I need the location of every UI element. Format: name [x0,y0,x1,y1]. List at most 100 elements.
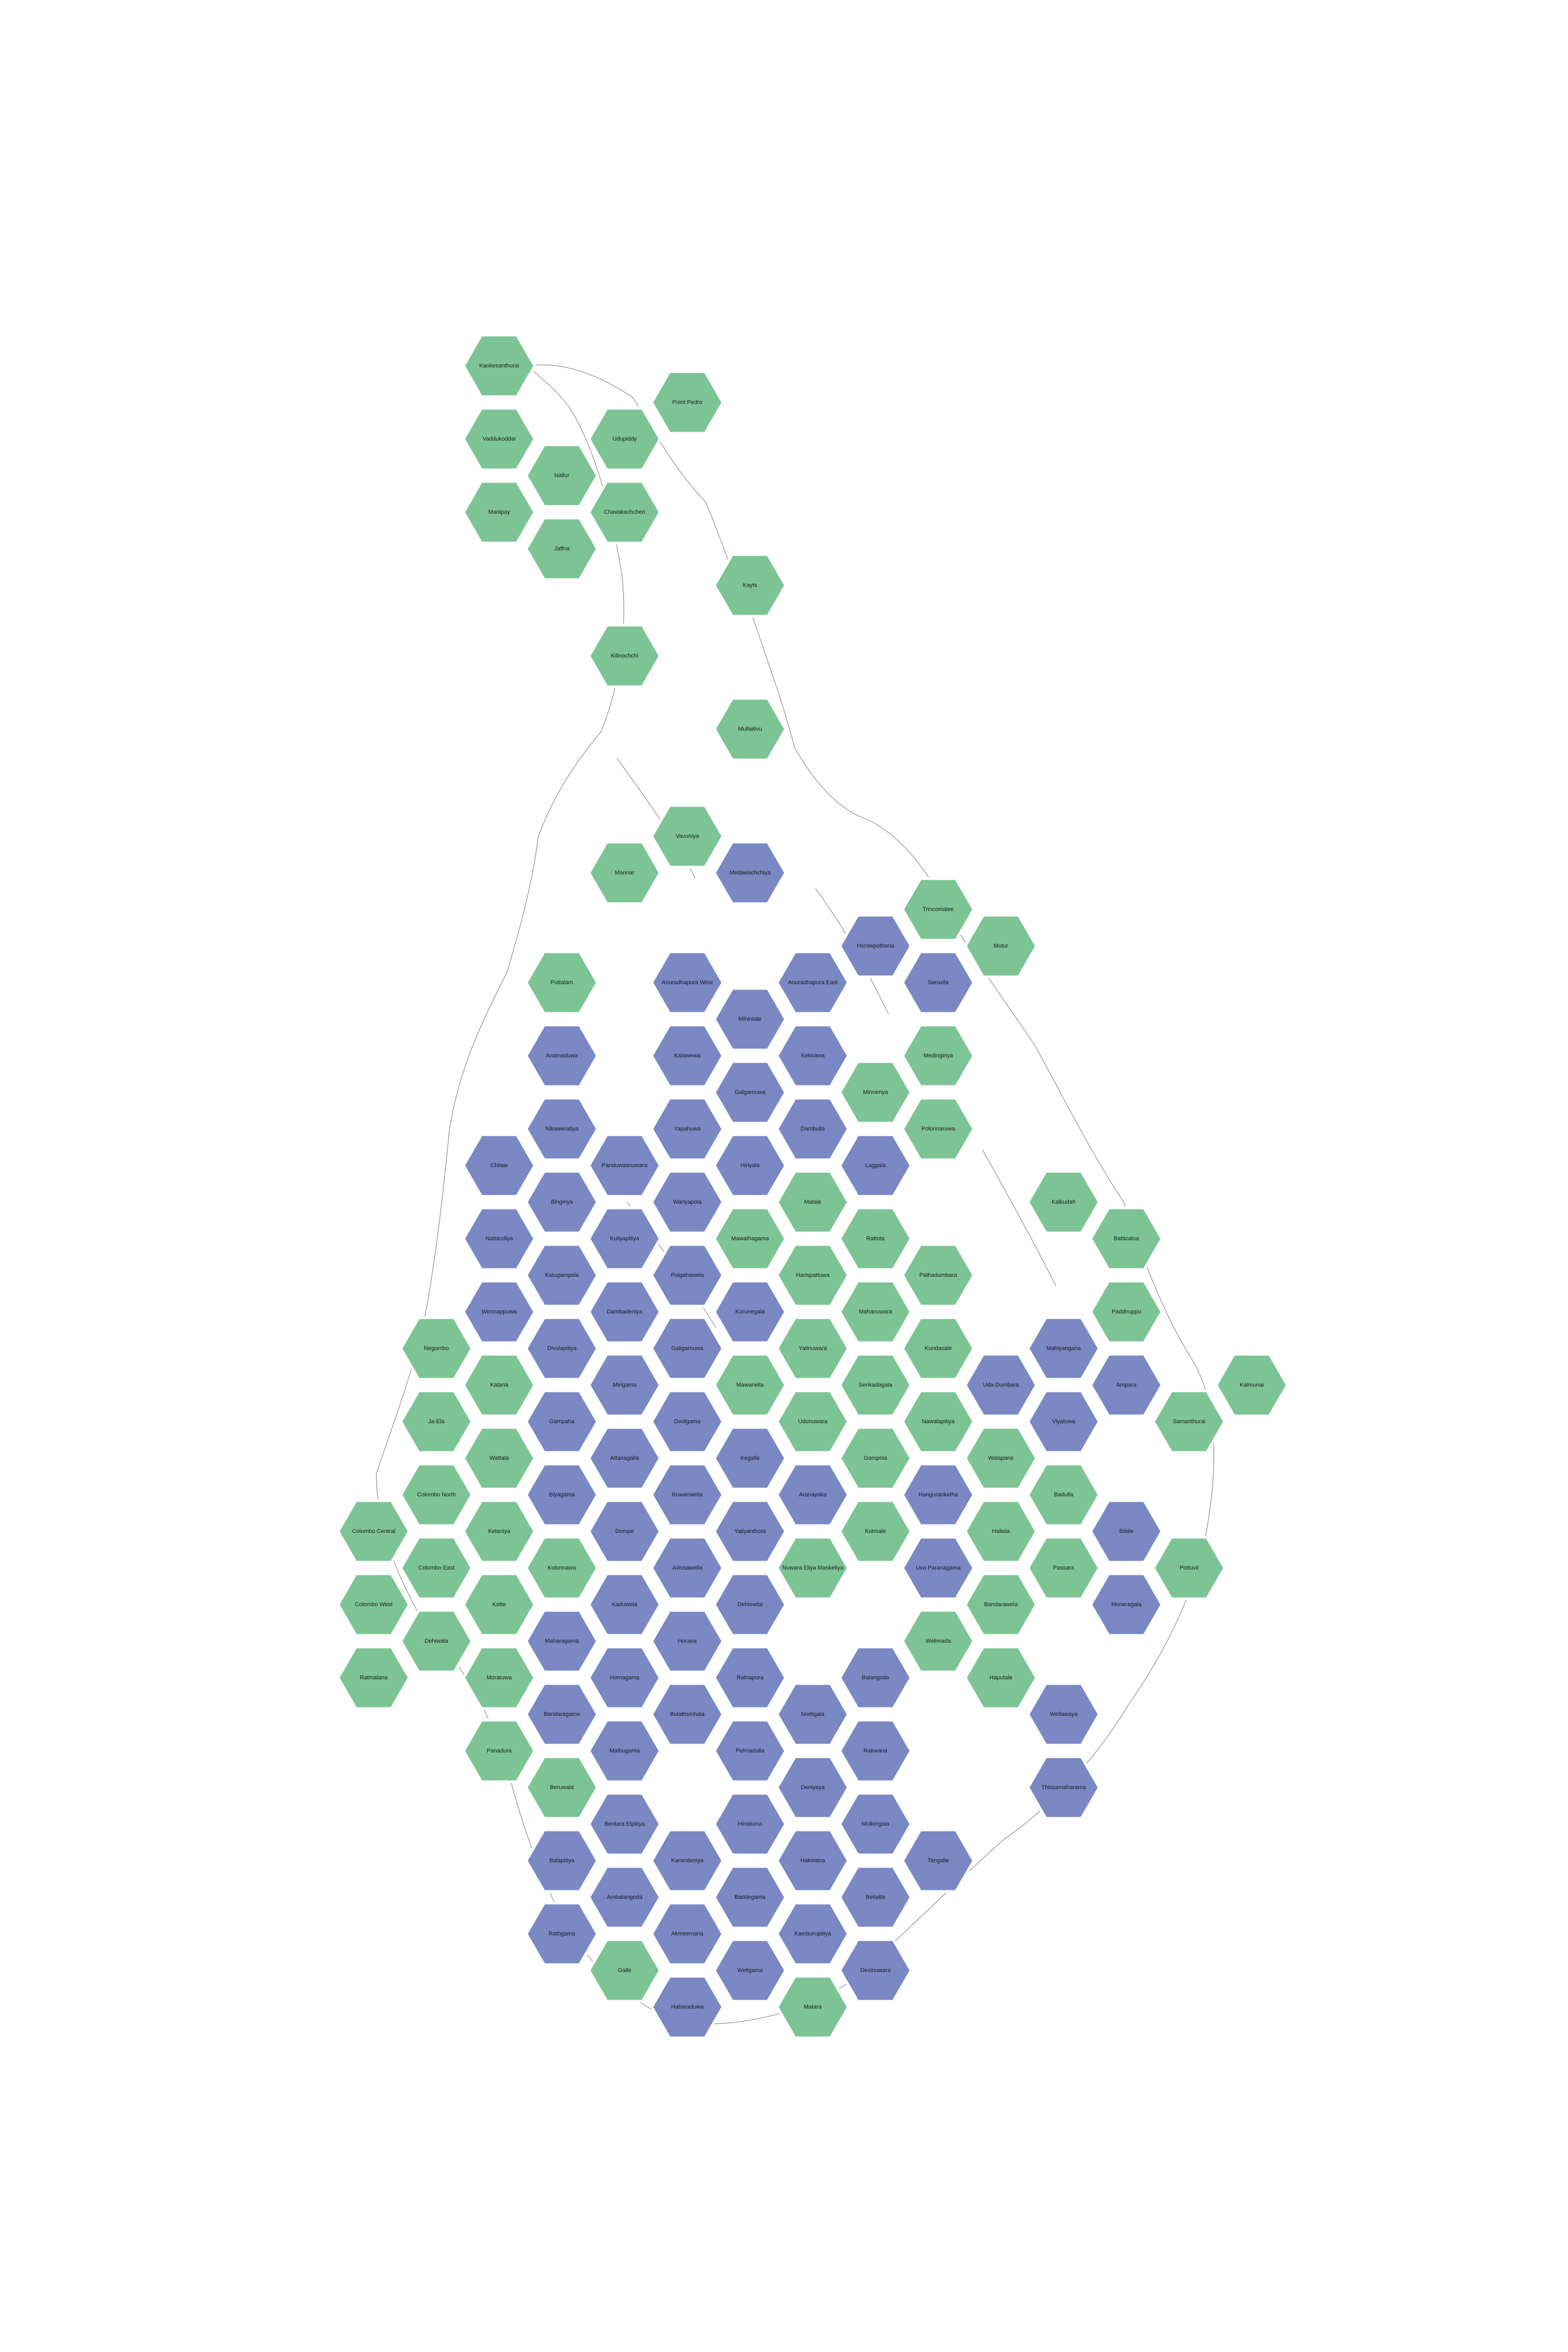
electorate-label: Polgahawela [671,1272,705,1278]
electorate-wariyapola: Wariyapola [650,1170,724,1235]
electorate-nallur: Nallur [525,443,599,508]
electorate-dompe: Dompe [587,1499,662,1564]
electorate-hex [587,840,662,905]
electorate-mulkirigala: Mulkirigala [838,1792,913,1857]
electorate-wennappuwa: Wennappuwa [462,1279,536,1344]
electorate-label: Mawanella [736,1382,764,1388]
electorate-label: Haputale [989,1675,1012,1681]
electorate-label: Medirigiriya [924,1053,953,1059]
electorate-hex [901,1828,975,1893]
electorate-mutur: Mutur [964,914,1038,978]
electorate-laggala: Laggala [838,1133,913,1198]
electorate-avissawella: Avissawella [650,1536,724,1600]
electorate-colombo-east: Colombo East [399,1536,474,1600]
electorate-hex [1027,1682,1101,1747]
electorate-kalawewa: Kalawewa [650,1023,724,1088]
electorate-wellawaya: Wellawaya [1027,1682,1101,1747]
electorate-label: Kaduwela [612,1601,638,1608]
electorate-kaduwela: Kaduwela [587,1572,662,1637]
electorate-label: Udunuwara [798,1419,828,1425]
electorate-haliela: Haliela [964,1499,1038,1564]
electorate-label: Samanthurai [1173,1419,1205,1425]
electorate-mawanella: Mawanella [713,1353,787,1417]
electorate-label: Colombo East [418,1565,454,1571]
electorate-ambalangoda: Ambalangoda [587,1865,662,1930]
electorate-kayts: Kayts [713,553,787,618]
electorate-label: Katana [490,1382,509,1388]
electorate-label: Galigamuwa [671,1345,704,1352]
electorate-hex [1152,1389,1226,1454]
electorate-label: Galle [618,1967,631,1974]
electorate-label: Kolonnawa [548,1565,577,1571]
electorate-label: Tangalle [928,1858,949,1864]
electorate-matara: Matara [776,1975,850,2039]
electorate-label: Uva Paranagama [916,1565,961,1571]
electorate-habaraduwa: Habaraduwa [650,1975,724,2039]
electorate-label: Weligama [737,1967,764,1974]
electorate-katana: Katana [462,1353,536,1417]
electorate-hex [462,1572,536,1637]
electorate-kotmale: Kotmale [838,1499,913,1564]
electorate-label: Mullaitivu [738,726,762,732]
electorate-label: Nawalapitiya [922,1419,955,1425]
electorate-label: Chilaw [490,1162,508,1169]
electorate-kegalle: Kegalle [713,1426,787,1491]
electorate-hex [838,1719,913,1783]
electorate-label: Dompe [615,1528,633,1535]
electorate-kankesanthurai: Kankesanthurai [462,333,536,398]
electorate-homagama: Homagama [587,1645,662,1710]
electorate-manipay: Manipay [462,480,536,545]
electorate-mathugama: Mathugama [587,1719,662,1783]
electorate-label: Hiniduma [738,1821,763,1827]
electorate-hex [399,1609,474,1674]
electorate-label: Moneragala [1111,1601,1142,1608]
electorate-horowpothana: Horowpothana [838,914,913,978]
electorate-hex [650,804,724,869]
electorate-label: Maharagama [545,1638,580,1644]
electorate-colombo-central: Colombo Central [337,1499,411,1564]
electorate-label: Galgamuwa [735,1089,766,1096]
electorate-yatiyanthota: Yatiyanthota [713,1499,787,1564]
electorate-hex [901,1389,975,1454]
electorate-hex [838,1938,913,2003]
electorate-hex [713,1206,787,1271]
electorate-hex [713,1572,787,1637]
electorate-hex [587,1206,662,1271]
electorate-bentara-elpitiya: Bentara Elpitiya [587,1792,662,1857]
electorate-label: Kalawewa [674,1053,701,1059]
electorate-hex [525,950,599,1015]
electorate-label: Kundasale [925,1345,952,1352]
electorate-hex [650,1975,724,2039]
electorate-hex [776,1023,850,1088]
electorate-dambulla: Dambulla [776,1097,850,1161]
electorate-seruvila: Seruvila [901,950,975,1015]
electorate-nivitigala: Nivitigala [776,1682,850,1747]
electorate-harispattuwa: Harispattuwa [776,1243,850,1308]
electorate-hex [901,1536,975,1600]
electorate-hex [587,407,662,471]
electorate-hex [337,1645,411,1710]
electorate-mahanuwara: Mahanuwara [838,1279,913,1344]
electorate-label: Thissamaharama [1042,1784,1087,1791]
electorate-hex [1089,1279,1163,1344]
electorate-label: Aranayaka [799,1492,827,1498]
electorate-hex [462,1353,536,1417]
electorate-label: Mihintale [739,1016,762,1022]
electorate-anuradhapura-east: Anuradhapura East [776,950,850,1015]
electorate-label: Kalmunai [1240,1382,1264,1388]
electorate-hex [525,1462,599,1527]
electorate-passara: Passara [1027,1536,1101,1600]
electorate-label: Minneriya [863,1089,889,1096]
electorate-hakmana: Hakmana [776,1828,850,1893]
electorate-hex [713,987,787,1052]
electorate-kotte: Kotte [462,1572,536,1637]
electorate-wattala: Wattala [462,1426,536,1491]
electorate-hex [838,914,913,978]
electorate-label: Hanguranketha [918,1492,958,1498]
electorate-hiniduma: Hiniduma [713,1792,787,1857]
electorate-hex [587,1426,662,1491]
electorate-trincomalee: Trincomalee [901,877,975,942]
electorate-moratuwa: Moratuwa [462,1645,536,1710]
electorate-mawathagama: Mawathagama [713,1206,787,1271]
